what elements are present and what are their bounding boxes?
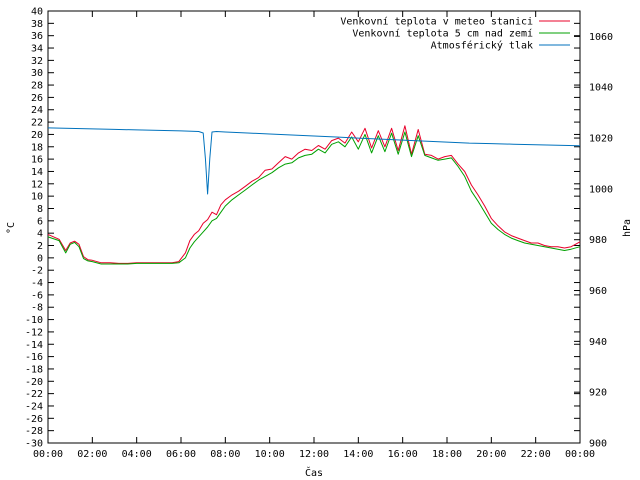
y-tick-label: 14 xyxy=(31,167,43,178)
y-tick-label: 32 xyxy=(31,56,43,67)
y2-tick-label: 1060 xyxy=(589,32,613,43)
y-tick-label: 12 xyxy=(31,179,43,190)
y2-axis-label: hPa xyxy=(622,219,633,237)
y2-axis-ticks: 1060 1040 1020 1000 980 960 940 920 900 xyxy=(574,32,613,450)
y-tick-label: -16 xyxy=(25,352,43,363)
legend-label: Venkovní teplota 5 cm nad zemí xyxy=(352,28,533,40)
y-tick-label: 0 xyxy=(37,253,43,264)
legend-label: Venkovní teplota v meteo stanici xyxy=(340,16,533,28)
y-tick-label: 22 xyxy=(31,118,43,129)
plot-border xyxy=(47,10,581,444)
y2-tick-label: 1020 xyxy=(589,134,613,145)
series-line-2 xyxy=(47,131,581,265)
y-tick-label: -6 xyxy=(31,290,43,301)
y2-tick-label: 980 xyxy=(589,235,607,246)
y-tick-label: 26 xyxy=(31,93,43,104)
x-tick-label: 12:00 xyxy=(299,449,329,460)
y-tick-label: 16 xyxy=(31,155,43,166)
y-tick-label: -4 xyxy=(31,278,43,289)
y-tick-label: -18 xyxy=(25,364,43,375)
y2-tick-label: 920 xyxy=(589,388,607,399)
plot-frame xyxy=(47,10,581,444)
legend-label: Atmosférický tlak xyxy=(431,40,533,52)
y-tick-label: -8 xyxy=(31,303,43,314)
x-tick-label: 14:00 xyxy=(343,449,373,460)
y-tick-label: -30 xyxy=(25,439,43,450)
x-tick-label: 04:00 xyxy=(122,449,152,460)
y-axis-ticks: 4038363432302826242220181614121086420-2-… xyxy=(25,7,580,450)
series-line-1 xyxy=(47,125,581,264)
y-axis-label: °C xyxy=(6,222,17,234)
legend: Venkovní teplota v meteo staniciVenkovní… xyxy=(340,16,570,52)
y-tick-label: 24 xyxy=(31,105,43,116)
y-tick-label: -2 xyxy=(31,266,43,277)
series-layer xyxy=(47,125,581,265)
y-tick-label: -10 xyxy=(25,315,43,326)
y-tick-label: 30 xyxy=(31,68,43,79)
x-axis-ticks: 00:00 02:00 04:00 06:00 08:00 10:00 12:00 14:00… xyxy=(33,11,595,460)
y2-tick-label: 1040 xyxy=(589,83,613,94)
y-tick-label: 4 xyxy=(37,229,43,240)
y-tick-label: -12 xyxy=(25,327,43,338)
y-tick-label: 40 xyxy=(31,7,43,18)
y-tick-label: -20 xyxy=(25,377,43,388)
x-tick-label: 20:00 xyxy=(476,449,506,460)
y-tick-label: 34 xyxy=(31,44,43,55)
x-tick-label: 00:00 xyxy=(33,449,63,460)
y-tick-label: 2 xyxy=(37,241,43,252)
x-tick-label: 10:00 xyxy=(255,449,285,460)
y-tick-label: 28 xyxy=(31,81,43,92)
x-tick-label: 06:00 xyxy=(166,449,196,460)
x-tick-label: 16:00 xyxy=(388,449,418,460)
y-tick-label: 38 xyxy=(31,19,43,30)
x-tick-label: 08:00 xyxy=(210,449,240,460)
y2-tick-label: 1000 xyxy=(589,184,613,195)
y-tick-label: 18 xyxy=(31,142,43,153)
y2-tick-label: 960 xyxy=(589,286,607,297)
y-tick-label: -24 xyxy=(25,401,43,412)
x-tick-label: 18:00 xyxy=(432,449,462,460)
x-tick-label: 02:00 xyxy=(77,449,107,460)
y2-tick-label: 900 xyxy=(589,439,607,450)
y-tick-label: 10 xyxy=(31,192,43,203)
y-tick-label: -14 xyxy=(25,340,43,351)
y2-tick-label: 940 xyxy=(589,337,607,348)
x-axis-label: Čas xyxy=(305,466,323,479)
y-tick-label: -28 xyxy=(25,426,43,437)
series-line-3 xyxy=(47,127,581,195)
y-tick-label: 36 xyxy=(31,31,43,42)
x-tick-label: 22:00 xyxy=(521,449,551,460)
x-tick-label: 00:00 xyxy=(565,449,595,460)
y-tick-label: 20 xyxy=(31,130,43,141)
y-tick-label: -22 xyxy=(25,389,43,400)
y-tick-label: 8 xyxy=(37,204,43,215)
y-tick-label: 6 xyxy=(37,216,43,227)
y-tick-label: -26 xyxy=(25,414,43,425)
